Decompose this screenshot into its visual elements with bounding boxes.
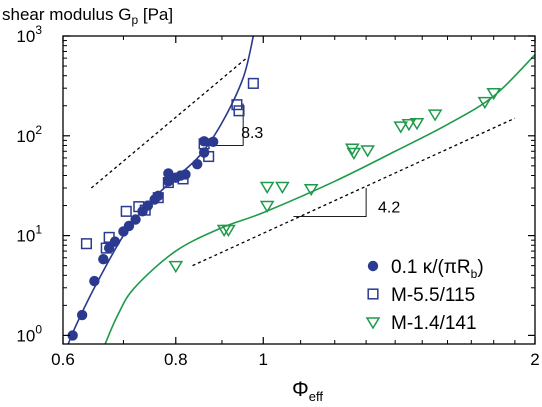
point-open-triangle bbox=[360, 145, 375, 158]
point-open-square bbox=[133, 201, 145, 213]
fit-curve bbox=[104, 54, 536, 345]
point-filled-circle bbox=[89, 275, 100, 287]
point-filled-circle bbox=[76, 309, 88, 321]
point-filled-circle bbox=[98, 254, 109, 265]
point-open-triangle bbox=[365, 317, 381, 330]
slope-label: 4.2 bbox=[378, 200, 400, 217]
point-open-triangle bbox=[486, 87, 502, 101]
data-points bbox=[67, 77, 502, 341]
x-axis-title: Φeff bbox=[292, 378, 323, 404]
point-filled-circle bbox=[130, 214, 141, 225]
y-axis-title-main: shear modulus G bbox=[2, 5, 131, 24]
point-open-triangle bbox=[346, 147, 362, 160]
legend-label: 0.1 κ/(πRb) bbox=[391, 257, 484, 281]
y-tick-label-exponent: 3 bbox=[35, 23, 42, 37]
y-tick-label: 103 bbox=[16, 23, 42, 46]
point-open-triangle bbox=[401, 119, 417, 132]
y-axis-title-sub: p bbox=[131, 13, 138, 27]
point-open-square bbox=[233, 105, 245, 117]
point-open-square bbox=[139, 204, 151, 216]
legend-label-main: M-5.5/115 bbox=[391, 285, 475, 306]
slope-triangle bbox=[293, 187, 367, 218]
point-open-triangle bbox=[427, 109, 443, 122]
point-open-triangle bbox=[409, 118, 425, 131]
y-tick-label-exponent: 1 bbox=[35, 223, 42, 237]
y-tick-label-exponent: 0 bbox=[35, 322, 42, 336]
y-tick-label-base: 10 bbox=[16, 227, 35, 246]
point-open-triangle bbox=[168, 260, 184, 274]
point-filled-circle bbox=[123, 220, 135, 232]
point-filled-circle bbox=[367, 260, 379, 272]
y-tick-label-exponent: 2 bbox=[35, 123, 42, 137]
point-open-triangle bbox=[259, 181, 275, 195]
point-open-square bbox=[120, 205, 132, 217]
point-open-square bbox=[367, 288, 379, 300]
legend-label-main: 0.1 κ/(πR bbox=[391, 257, 471, 278]
point-open-triangle bbox=[393, 121, 409, 134]
plot-frame bbox=[62, 35, 536, 345]
legend-label-end: ) bbox=[477, 257, 483, 278]
y-tick-label-base: 10 bbox=[16, 326, 35, 345]
x-tick-label: 0.6 bbox=[51, 350, 75, 369]
point-filled-circle bbox=[198, 136, 210, 147]
point-open-square bbox=[203, 150, 215, 163]
x-tick-label: 0.8 bbox=[164, 350, 188, 369]
x-axis-title-sub: eff bbox=[309, 389, 324, 404]
point-open-square bbox=[80, 238, 93, 250]
point-open-square bbox=[198, 138, 210, 150]
point-open-square bbox=[100, 242, 112, 254]
x-tick-label: 1 bbox=[259, 350, 268, 369]
point-open-square bbox=[103, 231, 115, 243]
point-open-triangle bbox=[275, 181, 290, 195]
slope-guides: 8.3 4.2 bbox=[90, 57, 516, 267]
slope-guide-line bbox=[192, 117, 516, 267]
x-axis-title-main: Φ bbox=[292, 378, 309, 401]
legend-label-sub: b bbox=[471, 267, 478, 281]
point-open-square bbox=[177, 173, 189, 185]
y-axis-title: shear modulus Gp [Pa] bbox=[2, 5, 173, 27]
point-open-square bbox=[231, 99, 243, 111]
y-axis-title-unit: [Pa] bbox=[138, 5, 173, 24]
point-open-square bbox=[247, 77, 259, 89]
x-tick-label: 2 bbox=[530, 350, 539, 369]
point-open-square bbox=[162, 177, 174, 189]
slope-guide-line bbox=[90, 57, 247, 189]
point-filled-circle bbox=[67, 330, 78, 341]
point-open-triangle bbox=[259, 200, 275, 214]
point-open-triangle bbox=[477, 96, 493, 110]
point-open-square bbox=[152, 192, 164, 204]
point-filled-circle bbox=[207, 136, 219, 148]
y-tick-label-base: 10 bbox=[16, 27, 35, 46]
y-tick-label: 102 bbox=[16, 123, 42, 146]
point-filled-circle bbox=[109, 236, 121, 247]
slope-label: 8.3 bbox=[241, 125, 263, 142]
point-open-triangle bbox=[344, 143, 360, 156]
legend-label-main: M-1.4/141 bbox=[391, 313, 477, 334]
point-open-triangle bbox=[221, 224, 236, 237]
y-tick-label: 100 bbox=[16, 322, 42, 345]
fit-curve bbox=[67, 35, 255, 345]
point-filled-circle bbox=[192, 158, 203, 170]
legend-label: M-1.4/141 bbox=[391, 313, 477, 334]
y-tick-label-base: 10 bbox=[16, 127, 35, 146]
fit-curves bbox=[67, 35, 536, 345]
legend-label: M-5.5/115 bbox=[391, 285, 475, 306]
y-tick-label: 101 bbox=[16, 223, 42, 246]
point-open-triangle bbox=[303, 183, 319, 197]
